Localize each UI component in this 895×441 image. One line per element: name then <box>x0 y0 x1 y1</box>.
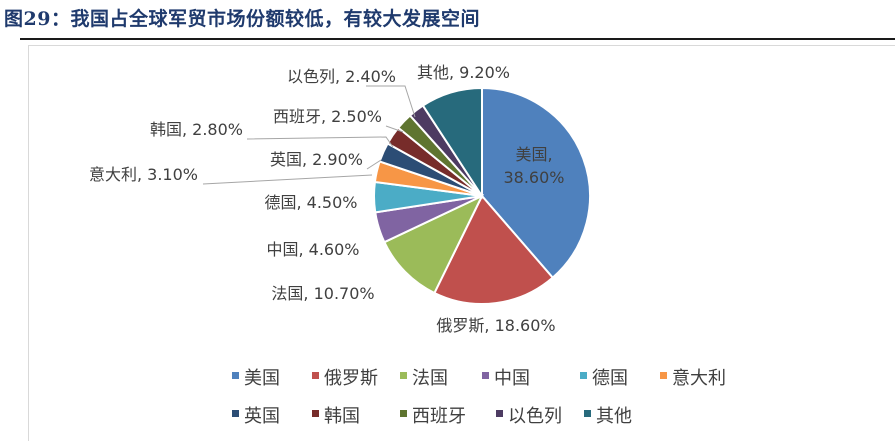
legend-label-10: 其他 <box>596 406 632 427</box>
legend-marker-5 <box>660 372 667 379</box>
legend-marker-4 <box>580 372 587 379</box>
leader-line-9 <box>366 85 416 118</box>
pie-slice-10 <box>421 86 483 200</box>
pie-slices <box>373 86 591 305</box>
slice-label-7: 韩国, 2.80% <box>150 120 243 139</box>
pie-slice-2 <box>383 193 485 295</box>
slice-labels: 美国, 38.60% 俄罗斯, 18.60% 法国, 10.70% 中国, 4.60% 德… <box>89 63 565 335</box>
slice-label-9: 以色列, 2.40% <box>287 67 396 86</box>
legend-label-8: 西班牙 <box>412 406 466 427</box>
legend-marker-0 <box>232 372 239 379</box>
legend-label-0: 美国 <box>244 368 280 389</box>
figure-title: 图29：我国占全球军贸市场份额较低，有较大发展空间 <box>4 8 480 30</box>
pie-slice-0 <box>481 86 591 280</box>
slice-label-1: 俄罗斯, 18.60% <box>436 316 555 335</box>
legend-label-3: 中国 <box>494 368 530 389</box>
chart-frame <box>28 45 895 441</box>
slice-value-0: 38.60% <box>503 168 564 187</box>
legend-marker-7 <box>312 410 319 417</box>
legend-marker-8 <box>400 410 407 417</box>
leader-line-7 <box>246 136 394 148</box>
slice-label-8: 西班牙, 2.50% <box>273 107 382 126</box>
slice-label-0: 美国, <box>515 145 552 164</box>
legend-marker-3 <box>482 372 489 379</box>
legend-marker-9 <box>496 410 503 417</box>
leader-line-6 <box>366 159 382 170</box>
pie-slice-1 <box>433 194 555 305</box>
legend-label-9: 以色列 <box>508 406 562 427</box>
title-divider <box>20 38 895 40</box>
legend-label-4: 德国 <box>592 368 628 389</box>
legend-label-5: 意大利 <box>672 368 726 389</box>
legend-label-7: 韩国 <box>324 406 360 427</box>
legend-marker-1 <box>312 372 319 379</box>
legend-marker-2 <box>400 372 407 379</box>
legend-marker-10 <box>584 410 591 417</box>
slice-label-5: 意大利, 3.10% <box>89 165 198 184</box>
legend-label-2: 法国 <box>412 368 448 389</box>
legend-label-1: 俄罗斯 <box>324 368 378 389</box>
slice-label-6: 英国, 2.90% <box>270 150 363 169</box>
leader-line-5 <box>202 174 373 185</box>
slice-label-10: 其他, 9.20% <box>417 63 510 82</box>
slice-label-4: 德国, 4.50% <box>264 193 357 212</box>
legend-marker-6 <box>232 410 239 417</box>
slice-label-2: 法国, 10.70% <box>271 284 374 303</box>
leader-line-8 <box>385 125 404 133</box>
slice-label-3: 中国, 4.60% <box>266 240 359 259</box>
legend-label-6: 英国 <box>244 406 280 427</box>
